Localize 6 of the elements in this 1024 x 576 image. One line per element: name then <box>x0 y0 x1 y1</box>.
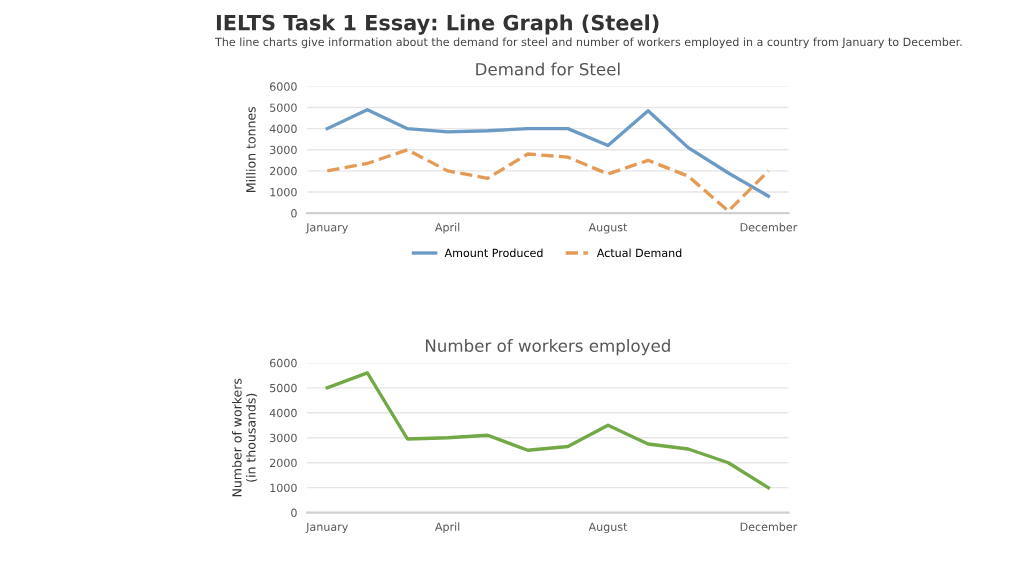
line-series <box>325 107 771 198</box>
line-series <box>325 371 771 490</box>
text: IELTS Task 1 Essay: Line Graph (Steel) <box>216 14 659 35</box>
chart-title: Demand for Steel <box>476 62 620 76</box>
chart-title: Number of workers employed <box>425 339 670 356</box>
line-series <box>325 148 771 213</box>
